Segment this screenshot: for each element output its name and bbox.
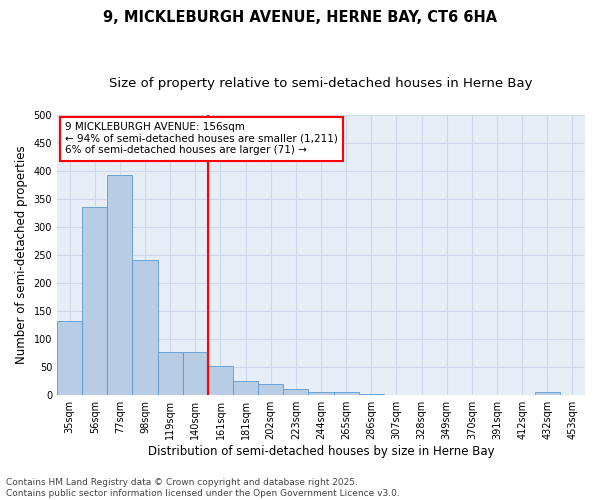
Bar [208, 366, 233, 394]
Bar [535, 392, 560, 394]
Bar [183, 352, 208, 395]
Bar [308, 392, 334, 394]
Bar [158, 352, 183, 395]
Bar [258, 384, 283, 394]
X-axis label: Distribution of semi-detached houses by size in Herne Bay: Distribution of semi-detached houses by … [148, 444, 494, 458]
Bar [233, 380, 258, 394]
Text: 9, MICKLEBURGH AVENUE, HERNE BAY, CT6 6HA: 9, MICKLEBURGH AVENUE, HERNE BAY, CT6 6H… [103, 10, 497, 25]
Y-axis label: Number of semi-detached properties: Number of semi-detached properties [15, 146, 28, 364]
Bar [57, 322, 82, 394]
Bar [82, 208, 107, 394]
Bar [334, 392, 359, 394]
Bar [107, 175, 133, 394]
Title: Size of property relative to semi-detached houses in Herne Bay: Size of property relative to semi-detach… [109, 78, 533, 90]
Text: 9 MICKLEBURGH AVENUE: 156sqm
← 94% of semi-detached houses are smaller (1,211)
6: 9 MICKLEBURGH AVENUE: 156sqm ← 94% of se… [65, 122, 338, 156]
Bar [133, 260, 158, 394]
Text: Contains HM Land Registry data © Crown copyright and database right 2025.
Contai: Contains HM Land Registry data © Crown c… [6, 478, 400, 498]
Bar [283, 389, 308, 394]
